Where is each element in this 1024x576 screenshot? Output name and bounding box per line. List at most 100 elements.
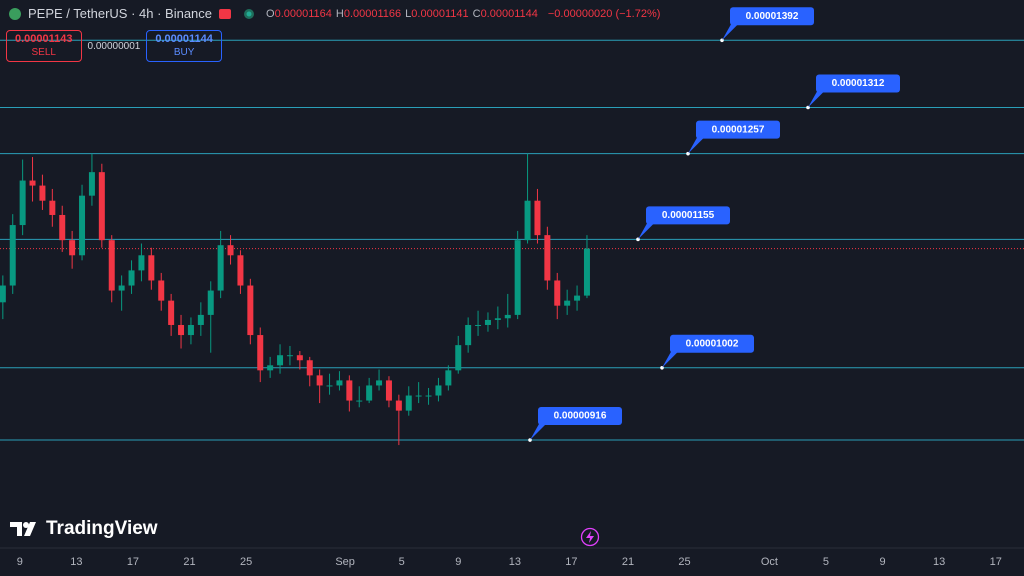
sell-price: 0.00001143 xyxy=(15,33,73,45)
trade-panel: 0.00001143 SELL 0.00000001 0.00001144 BUY xyxy=(6,30,222,62)
candle-body xyxy=(475,324,482,326)
x-tick-label: 25 xyxy=(678,556,690,568)
x-tick-label: 13 xyxy=(509,556,521,568)
candle-body xyxy=(207,290,214,315)
level-label-box xyxy=(816,74,900,93)
candle-body xyxy=(286,355,293,357)
ohlc: O0.00001164 H0.00001166 L0.00001141 C0.0000… xyxy=(266,8,542,20)
buy-button[interactable]: 0.00001144 BUY xyxy=(146,30,222,62)
candle-body xyxy=(19,180,26,226)
candle-body xyxy=(118,285,125,291)
sell-button[interactable]: 0.00001143 SELL xyxy=(6,30,82,62)
ohlc-value: 0.00001164 xyxy=(274,7,332,20)
candle-body xyxy=(574,295,581,301)
x-tick-label: 5 xyxy=(823,556,829,568)
candle-body xyxy=(267,365,274,371)
candle-body xyxy=(158,280,165,301)
candle-body xyxy=(583,248,590,296)
candle-body xyxy=(524,200,531,241)
flag[interactable] xyxy=(218,7,232,21)
x-tick-label: 17 xyxy=(565,556,577,568)
level-label-box xyxy=(538,407,622,426)
candle-body xyxy=(247,285,254,336)
candle-body xyxy=(336,380,343,386)
ohlc-value: 0.00001166 xyxy=(343,7,402,20)
level-anchor xyxy=(806,105,810,110)
candle-body xyxy=(554,280,561,306)
candle-body xyxy=(39,185,46,201)
x-tick-label: 9 xyxy=(455,556,461,568)
candle-body xyxy=(9,225,16,286)
ohlc-key: C xyxy=(472,7,481,20)
buy-label: BUY xyxy=(173,47,195,58)
level-callout xyxy=(688,137,704,154)
x-tick-label: Oct xyxy=(761,556,778,568)
candle-body xyxy=(59,214,66,241)
x-tick-label: 21 xyxy=(183,556,195,568)
x-tick-label: 21 xyxy=(622,556,634,568)
symbol: PEPE / TetherUS · 4h · Binance xyxy=(28,6,213,21)
x-tick-label: 13 xyxy=(70,556,82,568)
level-label: 0.00001257 xyxy=(712,124,765,135)
level-label-box xyxy=(696,120,780,139)
candle-body xyxy=(405,395,412,411)
brand-logo xyxy=(10,522,36,536)
candle-body xyxy=(366,385,373,401)
logo xyxy=(9,7,21,20)
candle-body xyxy=(564,300,571,306)
x-tick-label: Sep xyxy=(335,556,355,568)
level-label-box xyxy=(670,334,754,353)
x-tick-label: 25 xyxy=(240,556,252,568)
level-callout xyxy=(530,424,546,441)
change: −0.00000020 (−1.72%) xyxy=(547,7,661,20)
candle-body xyxy=(534,200,541,236)
candle-body xyxy=(98,172,105,241)
candle-body xyxy=(484,319,491,325)
candle-body xyxy=(316,375,323,386)
candle-body xyxy=(217,245,224,291)
candle-body xyxy=(88,172,95,196)
candle-body xyxy=(148,255,155,281)
candle-body xyxy=(168,300,175,325)
spread: 0.00000001 xyxy=(87,40,141,52)
candle-body xyxy=(187,324,194,336)
candle-body xyxy=(455,345,462,371)
candle-body xyxy=(128,270,135,286)
candle-body xyxy=(79,195,86,256)
candle-body xyxy=(306,360,313,376)
ohlc-value: 0.00001144 xyxy=(480,7,538,20)
candle-body xyxy=(385,380,392,401)
candle-body xyxy=(346,380,353,401)
x-tick-label: 9 xyxy=(880,556,886,568)
header: PEPE / TetherUS · 4h · Binance O0.000011… xyxy=(8,6,660,21)
candle-body xyxy=(237,255,244,286)
candle-body xyxy=(544,235,551,281)
level-label: 0.00001312 xyxy=(832,78,885,89)
candle-body xyxy=(326,385,333,387)
status xyxy=(244,8,255,19)
level-label: 0.00000916 xyxy=(554,411,607,422)
candle-body xyxy=(227,245,234,256)
ohlc-key: H xyxy=(335,7,344,20)
candle-body xyxy=(296,355,303,361)
candle-body xyxy=(514,240,521,315)
level-label-box xyxy=(646,206,730,225)
candle-body xyxy=(197,314,204,325)
lightning-button[interactable] xyxy=(580,527,600,547)
level-callout xyxy=(638,223,654,240)
ohlc-value: 0.00001141 xyxy=(411,7,469,20)
candle-body xyxy=(178,324,185,336)
x-tick-label: 17 xyxy=(990,556,1002,568)
candle-body xyxy=(465,324,472,346)
candle-body xyxy=(415,395,422,397)
candle-body xyxy=(494,318,501,320)
brand-name: TradingView xyxy=(46,518,158,539)
level-callout xyxy=(808,91,824,108)
candle-body xyxy=(376,380,383,386)
level-callout xyxy=(662,351,678,368)
candle-body xyxy=(395,400,402,411)
level-label: 0.00001392 xyxy=(746,11,799,22)
candle-body xyxy=(435,385,442,396)
